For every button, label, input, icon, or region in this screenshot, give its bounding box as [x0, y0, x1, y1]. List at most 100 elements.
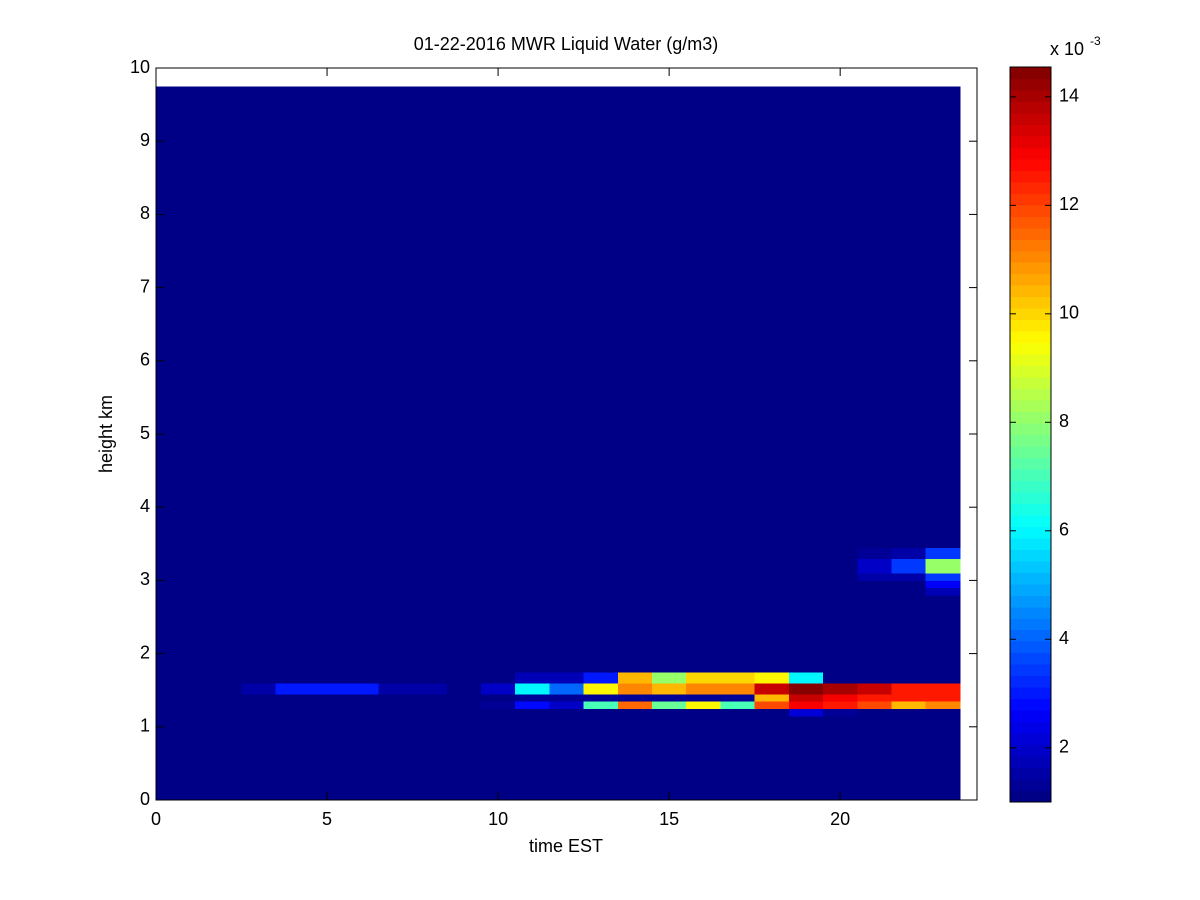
heatmap-cell	[857, 715, 892, 801]
heatmap-cell	[583, 86, 619, 548]
heatmap-cell	[378, 671, 414, 684]
heatmap-cell	[480, 682, 516, 695]
heatmap-cell	[754, 587, 790, 596]
colorbar-step	[1010, 78, 1051, 91]
heatmap-cell	[686, 86, 721, 548]
heatmap-cell	[156, 682, 174, 695]
colorbar-step	[1010, 170, 1051, 183]
heatmap-cell	[788, 558, 824, 574]
heatmap-cell	[412, 595, 448, 673]
heatmap-cell	[515, 558, 550, 574]
heatmap-cell	[823, 580, 858, 589]
heatmap-cell	[378, 580, 414, 589]
colorbar-step	[1010, 147, 1051, 160]
colorbar-step	[1010, 331, 1051, 344]
heatmap-cell	[549, 715, 585, 801]
heatmap-cell	[891, 587, 927, 596]
colorbar-step	[1010, 423, 1051, 435]
heatmap-cell	[617, 671, 653, 684]
heatmap-cell	[788, 573, 824, 581]
heatmap-cell	[241, 701, 277, 709]
heatmap-cell	[344, 547, 379, 559]
heatmap-cell	[446, 595, 482, 673]
heatmap-cell	[549, 547, 585, 559]
heatmap-cell	[412, 86, 448, 548]
heatmap-cell	[549, 701, 585, 709]
heatmap-cell	[652, 708, 687, 717]
heatmap-cell	[720, 580, 756, 589]
heatmap-cell	[241, 86, 277, 548]
heatmap-cell	[823, 701, 858, 709]
heatmap-cell	[754, 558, 790, 574]
heatmap-cell	[857, 701, 892, 709]
heatmap-cell	[652, 547, 687, 559]
heatmap-cell	[891, 580, 927, 589]
heatmap-cell	[207, 86, 243, 548]
colorbar-tick-label: 12	[1059, 194, 1079, 214]
heatmap-cell	[378, 547, 414, 559]
heatmap-cell	[891, 708, 927, 717]
heatmap-cell	[617, 595, 653, 673]
heatmap-cell	[720, 693, 756, 702]
heatmap-cell	[925, 587, 961, 596]
heatmap-cell	[788, 671, 824, 684]
heatmap-cell	[446, 671, 482, 684]
heatmap-cell	[173, 587, 208, 596]
heatmap-cell	[344, 587, 379, 596]
heatmap-cell	[686, 595, 721, 673]
heatmap-cell	[275, 580, 311, 589]
heatmap-cell	[652, 701, 687, 709]
heatmap-cell	[857, 558, 892, 574]
heatmap-cell	[241, 671, 277, 684]
heatmap-cell	[686, 693, 721, 702]
heatmap-cell	[412, 547, 448, 559]
colorbar-step	[1010, 744, 1051, 757]
heatmap-cell	[156, 573, 174, 581]
colorbar-step	[1010, 606, 1051, 619]
heatmap-cell	[583, 682, 619, 695]
heatmap-cell	[583, 595, 619, 673]
heatmap-cell	[754, 708, 790, 717]
colorbar-step	[1010, 549, 1051, 562]
heatmap-cell	[309, 558, 345, 574]
colorbar-step	[1010, 572, 1051, 585]
heatmap-cell	[480, 715, 516, 801]
heatmap-cell	[344, 671, 379, 684]
heatmap-cell	[412, 580, 448, 589]
colorbar-step	[1010, 365, 1051, 378]
heatmap-cell	[686, 573, 721, 581]
heatmap-cell	[515, 682, 550, 695]
heatmap-cell	[275, 558, 311, 574]
heatmap-cell	[720, 701, 756, 709]
heatmap-cell	[446, 587, 482, 596]
heatmap-cell	[173, 86, 208, 548]
heatmap-cell	[652, 682, 687, 695]
heatmap-cell	[344, 86, 379, 548]
heatmap-cell	[515, 86, 550, 548]
heatmap-cell	[480, 708, 516, 717]
heatmap-cell	[412, 701, 448, 709]
colorbar-tick-label: 14	[1059, 86, 1079, 106]
heatmap-cell	[412, 693, 448, 702]
colorbar-step	[1010, 124, 1051, 137]
heatmap-cell	[925, 86, 961, 548]
heatmap-cell	[156, 587, 174, 596]
heatmap-cell	[480, 595, 516, 673]
heatmap-cell	[823, 693, 858, 702]
heatmap-cell	[241, 573, 277, 581]
x-tick-label: 20	[830, 809, 850, 829]
heatmap-cell	[446, 573, 482, 581]
heatmap-cell	[309, 708, 345, 717]
heatmap-cell	[207, 573, 243, 581]
heatmap-cell	[857, 580, 892, 589]
heatmap-cell	[207, 715, 243, 801]
heatmap-cell	[378, 573, 414, 581]
heatmap-cell	[549, 587, 585, 596]
heatmap-cell	[275, 715, 311, 801]
heatmap-cell	[583, 580, 619, 589]
heatmap-cell	[515, 715, 550, 801]
heatmap-cell	[173, 580, 208, 589]
heatmap-cell	[857, 573, 892, 581]
heatmap-cell	[156, 558, 174, 574]
heatmap-cell	[720, 547, 756, 559]
